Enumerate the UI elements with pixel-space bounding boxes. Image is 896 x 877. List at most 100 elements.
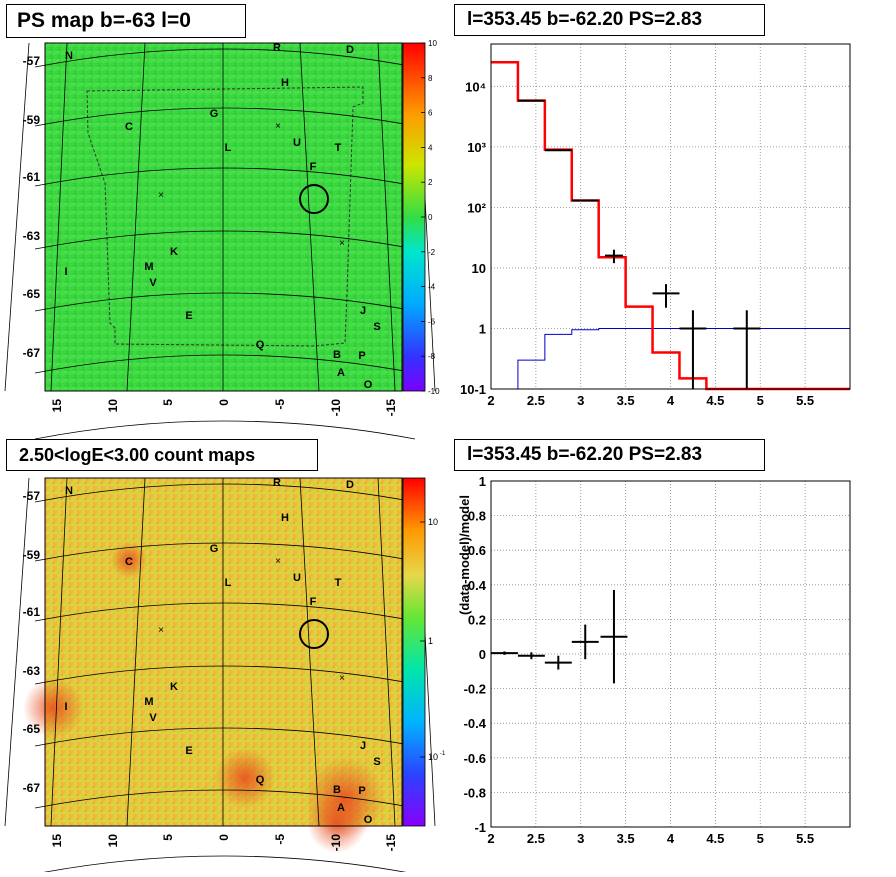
longitude-grid-line	[50, 42, 68, 392]
l-axis-label: -10	[329, 399, 343, 417]
x-tick-label: 5	[757, 831, 764, 846]
l-axis-label: 10	[106, 399, 120, 413]
l-axis-label: -10	[329, 834, 343, 852]
source-label-q: Q	[256, 774, 265, 786]
longitude-grid-line	[377, 42, 396, 392]
y-tick-label: -0.8	[464, 785, 486, 800]
b-axis-label: -61	[23, 170, 41, 184]
source-label-n: N	[65, 50, 73, 62]
source-label-r: R	[273, 42, 281, 54]
colorbar-label: 10	[428, 39, 437, 48]
x-tick-label: 4.5	[706, 831, 724, 846]
b-axis-label: -63	[23, 664, 41, 678]
l-axis-label: 5	[161, 834, 175, 841]
residual-plot: 2 2.5 3 3.5 4 4.5 5 5.5 -1 -0.8 -0.6 -0.4 -0.2 0 0.2 0.…	[464, 474, 851, 846]
colorbar-label: 4	[428, 143, 433, 152]
longitude-grid-line	[4, 477, 30, 827]
x-marker: ×	[339, 673, 345, 684]
b-axis-label: -61	[23, 605, 41, 619]
background-model-line	[517, 327, 850, 389]
x-marker: ×	[158, 625, 164, 636]
x-marker: ×	[339, 238, 345, 249]
longitude-grid-line	[299, 42, 320, 392]
source-label-u: U	[293, 137, 301, 149]
source-label-e: E	[185, 745, 192, 757]
l-axis-label: 15	[50, 399, 64, 413]
b-axis-label: -63	[23, 229, 41, 243]
b-axis-label: -67	[23, 346, 41, 360]
colorbar-label: -6	[428, 317, 436, 326]
bl-panel-title: 2.50<logE<3.00 count maps	[6, 439, 318, 471]
b-axis-label: -59	[23, 548, 41, 562]
y-tick-label: 10⁴	[465, 79, 486, 94]
x-tick-label: 4.5	[706, 393, 724, 408]
y-tick-label: 10	[472, 261, 486, 276]
latitude-grid-line	[34, 107, 416, 127]
y-tick-label: 1	[479, 474, 486, 489]
y-tick-label: 0	[479, 647, 486, 662]
source-label-v: V	[149, 277, 157, 289]
latitude-grid-line	[34, 230, 416, 250]
b-axis-label: -67	[23, 781, 41, 795]
source-label-f: F	[310, 161, 317, 173]
source-label-o: O	[364, 814, 373, 826]
colorbar-label: 1	[428, 636, 433, 646]
source-label-l: L	[225, 577, 232, 589]
b-axis-label: -59	[23, 113, 41, 127]
y-tick-label: -0.4	[464, 716, 487, 731]
y-tick-label: 0.4	[468, 578, 487, 593]
x-tick-label: 5.5	[796, 393, 814, 408]
y-tick-label: 0.2	[468, 612, 486, 627]
x-tick-label: 3	[577, 831, 584, 846]
source-label-g: G	[210, 108, 219, 120]
ps-map-background	[45, 43, 402, 391]
count-sky-map: N R D H C G U L T F K MV I E JS Q B P A O × × × -57 -59 -61 -63 -65…	[4, 477, 436, 875]
source-label-v: V	[149, 712, 157, 724]
source-label-t: T	[335, 577, 342, 589]
source-label-b: B	[333, 349, 341, 361]
ps-colorbar: 10 8 6 4 2 0 -2 -4 -6 -8 -10	[402, 39, 440, 396]
source-label-h: H	[281, 77, 289, 89]
l-axis-label: -15	[384, 399, 398, 417]
latitude-grid-line	[34, 167, 416, 187]
latitude-grid-line	[34, 542, 416, 562]
source-label-j: J	[360, 305, 366, 317]
source-label-l: L	[225, 142, 232, 154]
source-label-e: E	[185, 310, 192, 322]
l-axis-label: 15	[50, 834, 64, 848]
latitude-grid-line	[34, 420, 416, 440]
y-tick-label: 10³	[467, 140, 486, 155]
source-label-f: F	[310, 596, 317, 608]
y-tick-label: 1	[479, 321, 486, 336]
longitude-grid-line	[50, 477, 68, 827]
x-tick-label: 3.5	[617, 393, 635, 408]
latitude-grid-line	[34, 665, 416, 685]
latitude-grid-line	[34, 354, 416, 374]
latitude-grid-line	[34, 789, 416, 809]
source-label-d: D	[346, 479, 354, 491]
colorbar-label: -10	[428, 387, 440, 396]
target-circle	[299, 619, 329, 649]
y-tick-label: -1	[474, 820, 486, 835]
l-axis-label: -5	[273, 399, 287, 410]
source-label-s: S	[373, 321, 380, 333]
x-tick-label: 4	[667, 393, 675, 408]
colorbar-label: 0	[428, 213, 433, 222]
source-label-s: S	[373, 756, 380, 768]
source-label-k: K	[170, 681, 178, 693]
x-tick-label: 2.5	[527, 831, 545, 846]
x-tick-label: 3	[577, 393, 584, 408]
latitude-grid-line	[34, 855, 416, 875]
colorbar-label: 10	[428, 752, 438, 762]
source-label-n: N	[65, 485, 73, 497]
source-label-q: Q	[256, 339, 265, 351]
source-label-o: O	[364, 379, 373, 391]
count-hotspot	[307, 793, 367, 853]
colorbar-label: -8	[428, 352, 436, 361]
x-tick-label: 5.5	[796, 831, 814, 846]
colorbar-label: 8	[428, 74, 433, 83]
tr-panel-title: l=353.45 b=-62.20 PS=2.83	[454, 4, 765, 36]
